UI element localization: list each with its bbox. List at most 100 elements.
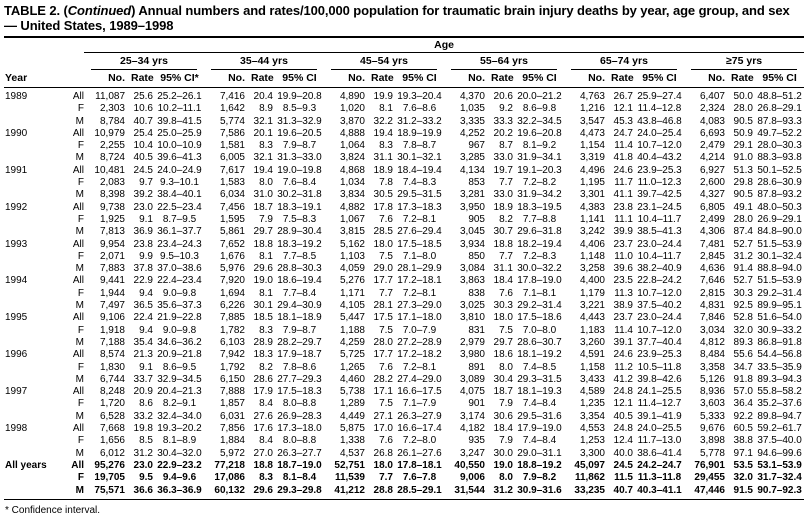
column-header: Rate	[609, 70, 635, 88]
cell-ci: 40.3–41.1	[635, 484, 684, 500]
cell-rate: 18.7	[253, 201, 273, 213]
cell-rate: 33.7	[133, 373, 153, 385]
cell-ci: 24.0–24.9	[157, 164, 202, 176]
row-year-label: All years	[5, 459, 47, 471]
table-row: M 6,012 31.2 30.4–32.0 5,972 27.0 26.3–27.7 4,5…	[4, 448, 804, 460]
cell-ci: 29.4–30.9	[277, 300, 322, 312]
cell-ci: 36.3–36.9	[155, 484, 204, 500]
cell-number: 3,242	[579, 226, 605, 238]
cell-number: 1,265	[339, 361, 365, 373]
cell-ci: 26.8–29.1	[757, 103, 802, 115]
cell-rate: 12.4	[613, 435, 633, 447]
cell-number: 4,306	[699, 226, 725, 238]
cell-number: 853	[468, 177, 485, 189]
cell-ci: 39.8–42.6	[637, 373, 682, 385]
cell-rate: 19.9	[373, 91, 393, 102]
row-sex-label: M	[75, 410, 84, 422]
cell-number: 6,005	[219, 152, 245, 164]
column-header: 95% CI	[635, 70, 684, 88]
cell-ci: 7.2–8.1	[402, 361, 437, 373]
cell-ci: 17.5–18.6	[517, 312, 562, 324]
cell-number: 7,456	[219, 201, 245, 213]
subcol-header-row: Year No. Rate 95% CI* No. Rate 95% CI No. Rate 9…	[4, 70, 805, 88]
age-group-header: 45–54 yrs	[324, 53, 444, 70]
cell-rate: 39.6	[613, 263, 633, 275]
cell-rate: 36.5	[133, 300, 153, 312]
cell-rate: 41.8	[613, 152, 633, 164]
cell-rate: 9.4	[139, 324, 153, 336]
cell-rate: 28.1	[373, 300, 393, 312]
cell-rate: 8.3	[259, 324, 273, 336]
cell-ci: 40.4–43.2	[637, 152, 682, 164]
cell-number: 4,134	[459, 164, 485, 176]
cell-number: 2,845	[699, 250, 725, 262]
cell-ci: 48.8–51.2	[757, 91, 802, 102]
cell-ci: 7.2–8.2	[522, 177, 557, 189]
cell-ci: 19.6–20.8	[517, 127, 562, 139]
row-sex-label: F	[77, 287, 84, 299]
cell-ci: 7.1–7.9	[402, 398, 437, 410]
cell-ci: 16.6–17.5	[397, 386, 442, 398]
cell-number: 7,668	[99, 423, 125, 435]
cell-rate: 91.4	[733, 263, 753, 275]
cell-ci: 7.0–7.9	[402, 324, 437, 336]
row-year-label	[4, 140, 54, 152]
column-header: 95% CI	[515, 70, 564, 88]
cell-rate: 39.1	[613, 336, 633, 348]
cell-number: 4,400	[579, 275, 605, 287]
cell-ci: 7.9–8.2	[522, 472, 557, 484]
cell-rate: 31.2	[733, 250, 753, 262]
row-year-label: 1995	[5, 312, 28, 324]
table-row: All years All 95,276 23.0 22.9–23.2 77,218 18.…	[4, 460, 804, 472]
cell-rate: 51.3	[733, 164, 753, 176]
table-row: M 8,724 40.5 39.6–41.3 6,005 32.1 31.3–33.0 3,8…	[4, 152, 804, 164]
row-sex-label: All	[72, 201, 84, 213]
row-year-label	[4, 362, 54, 374]
cell-ci: 90.7–92.3	[755, 484, 805, 500]
cell-number: 4,473	[579, 127, 605, 139]
cell-ci: 10.2–11.1	[157, 103, 202, 115]
cell-ci: 35.2–37.6	[757, 398, 802, 410]
column-header: No.	[564, 70, 609, 88]
cell-number: 5,875	[339, 423, 365, 435]
cell-ci: 29.5–31.6	[517, 410, 562, 422]
cell-rate: 8.1	[379, 103, 393, 115]
row-year-label: 1991	[5, 164, 28, 176]
cell-ci: 30.4–32.0	[157, 447, 202, 459]
cell-ci: 23.1–24.5	[637, 201, 682, 213]
table-row: 1991 All 10,481 24.5 24.0–24.9 7,617 19.4 19.0–…	[4, 165, 804, 177]
table-row: M 7,188 35.4 34.6–36.2 6,103 28.9 28.2–29.7 4,2…	[4, 337, 804, 349]
table-row: M 8,398 39.2 38.4–40.1 6,034 31.0 30.2–31.8 3,8…	[4, 189, 804, 201]
age-group-header: 55–64 yrs	[444, 53, 564, 70]
cell-ci: 51.5–53.9	[757, 238, 802, 250]
cell-ci: 39.6–41.3	[157, 152, 202, 164]
cell-ci: 32.4–34.0	[157, 410, 202, 422]
cell-rate: 33.3	[493, 115, 513, 127]
table-row: M 6,744 33.7 32.9–34.5 6,150 28.6 27.7–29.3 4,4…	[4, 374, 804, 386]
cell-ci: 7.7–8.5	[282, 250, 317, 262]
cell-number: 1,918	[99, 324, 125, 336]
cell-ci: 26.3–27.9	[397, 410, 442, 422]
cell-rate: 18.9	[373, 164, 393, 176]
row-year-label	[4, 472, 54, 484]
cell-rate: 23.8	[133, 238, 153, 250]
cell-ci: 27.4–29.0	[397, 373, 442, 385]
cell-rate: 87.4	[733, 226, 753, 238]
table-row: F 2,071 9.9 9.5–10.3 1,676 8.1 7.7–8.5 1,103 7.5…	[4, 251, 804, 263]
cell-ci: 7.4–8.4	[522, 435, 557, 447]
row-year-label	[4, 325, 54, 337]
cell-ci: 18.3–19.5	[517, 201, 562, 213]
cell-rate: 28.0	[733, 213, 753, 225]
cell-rate: 24.5	[133, 164, 153, 176]
cell-rate: 28.2	[373, 373, 393, 385]
cell-number: 1,103	[339, 250, 365, 262]
table-row: F 1,944 9.4 9.0–9.8 1,694 8.1 7.7–8.4 1,171 7.7 7…	[4, 288, 804, 300]
cell-number: 1,720	[99, 398, 125, 410]
cell-number: 6,693	[699, 127, 725, 139]
cell-rate: 12.1	[613, 398, 633, 410]
row-sex-label: M	[75, 447, 84, 459]
cell-ci: 18.7–19.0	[277, 459, 322, 471]
cell-number: 1,154	[579, 140, 605, 152]
cell-ci: 28.6–30.7	[517, 336, 562, 348]
cell-ci: 27.6–29.4	[397, 226, 442, 238]
